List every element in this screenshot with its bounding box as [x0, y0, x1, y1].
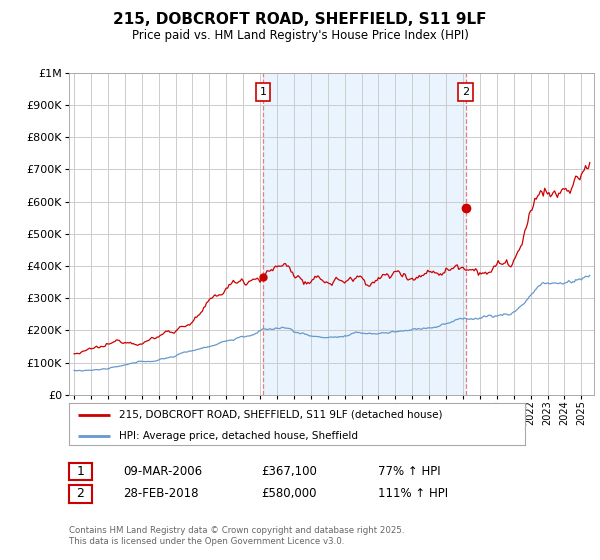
Text: 09-MAR-2006: 09-MAR-2006 [123, 465, 202, 478]
Text: £580,000: £580,000 [261, 487, 317, 501]
Bar [263, 73, 466, 395]
Text: 111% ↑ HPI: 111% ↑ HPI [378, 487, 448, 501]
Text: 77% ↑ HPI: 77% ↑ HPI [378, 465, 440, 478]
Text: 2: 2 [462, 87, 469, 97]
Text: 215, DOBCROFT ROAD, SHEFFIELD, S11 9LF: 215, DOBCROFT ROAD, SHEFFIELD, S11 9LF [113, 12, 487, 27]
Text: Contains HM Land Registry data © Crown copyright and database right 2025.
This d: Contains HM Land Registry data © Crown c… [69, 526, 404, 546]
Text: 1: 1 [260, 87, 266, 97]
Text: 1: 1 [76, 465, 85, 478]
Text: Price paid vs. HM Land Registry's House Price Index (HPI): Price paid vs. HM Land Registry's House … [131, 29, 469, 42]
Text: HPI: Average price, detached house, Sheffield: HPI: Average price, detached house, Shef… [119, 431, 358, 441]
Text: 215, DOBCROFT ROAD, SHEFFIELD, S11 9LF (detached house): 215, DOBCROFT ROAD, SHEFFIELD, S11 9LF (… [119, 410, 443, 420]
Text: 28-FEB-2018: 28-FEB-2018 [123, 487, 199, 501]
Text: 2: 2 [76, 487, 85, 501]
Text: £367,100: £367,100 [261, 465, 317, 478]
